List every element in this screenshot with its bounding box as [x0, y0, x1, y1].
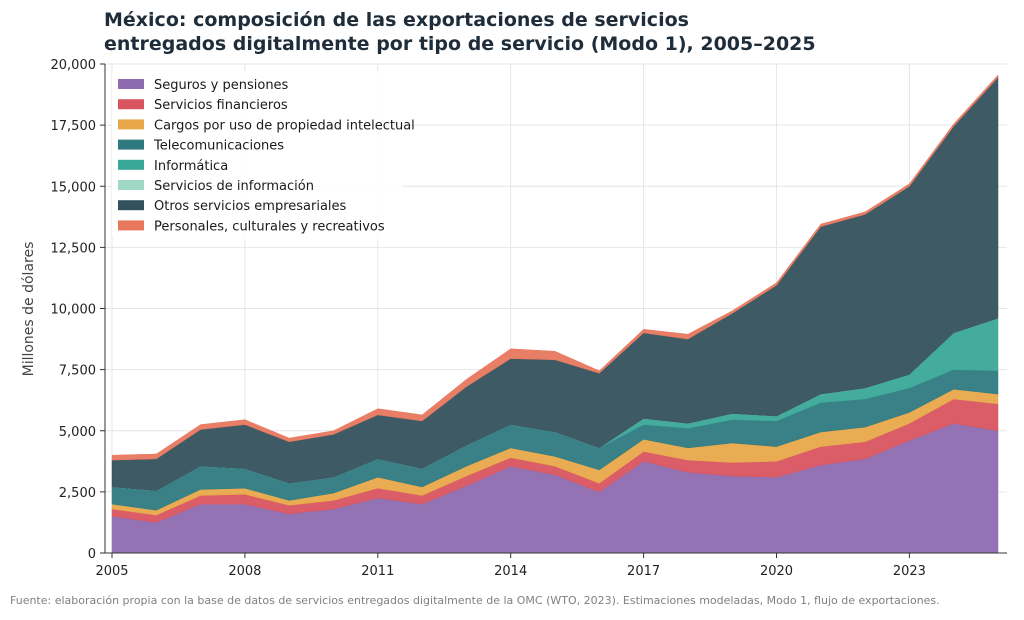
chart-title-line-1: México: composición de las exportaciones…	[104, 9, 689, 31]
chart-title-line-2: entregados digitalmente por tipo de serv…	[104, 33, 816, 55]
x-tick-label: 2020	[760, 564, 793, 579]
y-tick-label: 2,500	[59, 486, 96, 501]
legend-swatch-1	[118, 99, 144, 110]
legend-swatch-6	[118, 200, 144, 211]
legend-label-4: Informática	[154, 159, 228, 174]
y-tick-label: 20,000	[51, 58, 97, 73]
area-series-7	[111, 74, 999, 461]
chart-title: México: composición de las exportaciones…	[104, 8, 1004, 56]
x-tick-label: 2008	[228, 564, 261, 579]
area-layer	[111, 74, 999, 554]
legend-swatch-0	[118, 79, 144, 89]
x-tick-label: 2005	[95, 564, 128, 579]
legend-label-6: Otros servicios empresariales	[154, 199, 347, 214]
y-tick-label: 10,000	[51, 303, 97, 318]
x-tick-label: 2017	[627, 564, 660, 579]
legend: Seguros y pensiones Servicios financieros…	[112, 71, 415, 239]
stacked-area-chart: 2005 2008 2011 2014 2017 2020 2023 0 2,500 5,000 7…	[21, 58, 1007, 579]
x-tick-label: 2023	[893, 564, 926, 579]
legend-label-3: Telecomunicaciones	[153, 139, 284, 154]
legend-label-1: Servicios financieros	[154, 98, 288, 113]
legend-label-0: Seguros y pensiones	[154, 78, 289, 93]
y-axis-label: Millones de dólares	[21, 242, 37, 377]
tick-layer: 2005 2008 2011 2014 2017 2020 2023 0 2,500 5,000 7…	[51, 58, 926, 579]
source-footnote: Fuente: elaboración propia con la base d…	[10, 594, 940, 607]
legend-swatch-4	[118, 159, 144, 170]
legend-swatch-5	[118, 180, 144, 190]
legend-swatch-2	[118, 119, 144, 130]
y-tick-label: 12,500	[51, 241, 97, 256]
legend-background	[112, 71, 402, 239]
y-tick-label: 5,000	[59, 425, 96, 440]
legend-label-2: Cargos por uso de propiedad intelectual	[154, 118, 415, 133]
y-tick-label: 17,500	[51, 119, 97, 134]
y-tick-label: 0	[88, 547, 96, 562]
legend-label-7: Personales, culturales y recreativos	[154, 219, 385, 234]
legend-label-5: Servicios de información	[154, 179, 314, 194]
legend-swatch-7	[118, 220, 144, 231]
x-tick-label: 2014	[494, 564, 527, 579]
legend-swatch-3	[118, 139, 144, 150]
y-tick-label: 7,500	[59, 364, 96, 379]
x-tick-label: 2011	[361, 564, 394, 579]
y-tick-label: 15,000	[51, 180, 97, 195]
